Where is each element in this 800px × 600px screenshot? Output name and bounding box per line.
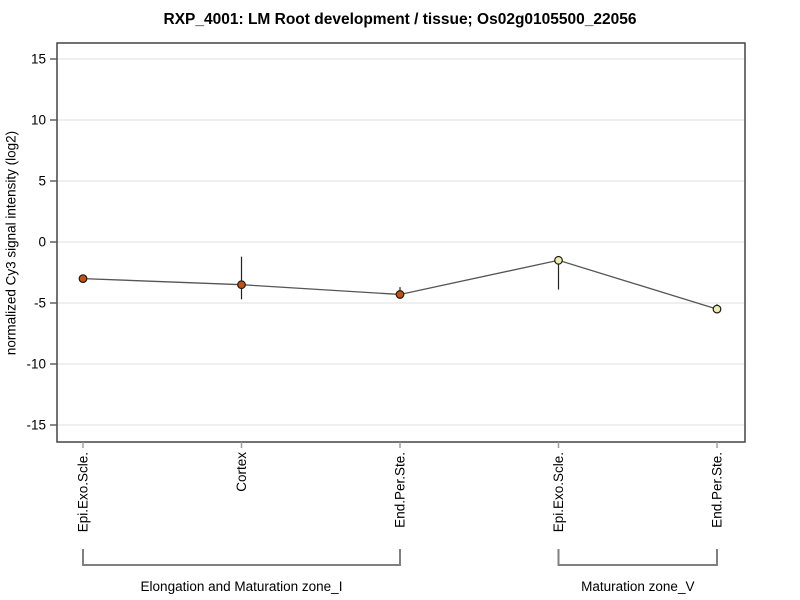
group-label: Elongation and Maturation zone_I	[140, 579, 343, 594]
y-tick-label: -10	[26, 357, 46, 372]
y-tick-label: -15	[26, 418, 46, 433]
group-bracket	[557, 549, 718, 566]
y-tick-label: 0	[38, 235, 46, 250]
x-tick-label: End.Per.Ste.	[710, 452, 725, 528]
group-bracket	[82, 549, 401, 566]
data-point	[554, 255, 563, 265]
data-point	[78, 274, 88, 284]
y-tick-label: -5	[34, 296, 46, 311]
y-tick-label: 5	[38, 174, 46, 189]
series-line	[82, 259, 718, 310]
x-tick-label: End.Per.Ste.	[393, 452, 408, 528]
data-point	[712, 304, 722, 314]
y-tick-label: 15	[31, 52, 46, 67]
data-point	[395, 290, 405, 299]
y-axis-label: normalized Cy3 signal intensity (log2)	[3, 130, 19, 356]
chart-title: RXP_4001: LM Root development / tissue; …	[163, 11, 637, 28]
x-tick-label: Epi.Exo.Scle.	[551, 452, 566, 532]
y-tick-label: 10	[31, 113, 46, 128]
x-tick-label: Epi.Exo.Scle.	[76, 452, 91, 532]
data-point	[237, 280, 246, 290]
group-label: Maturation zone_V	[581, 579, 695, 594]
x-tick-label: Cortex	[234, 452, 249, 492]
